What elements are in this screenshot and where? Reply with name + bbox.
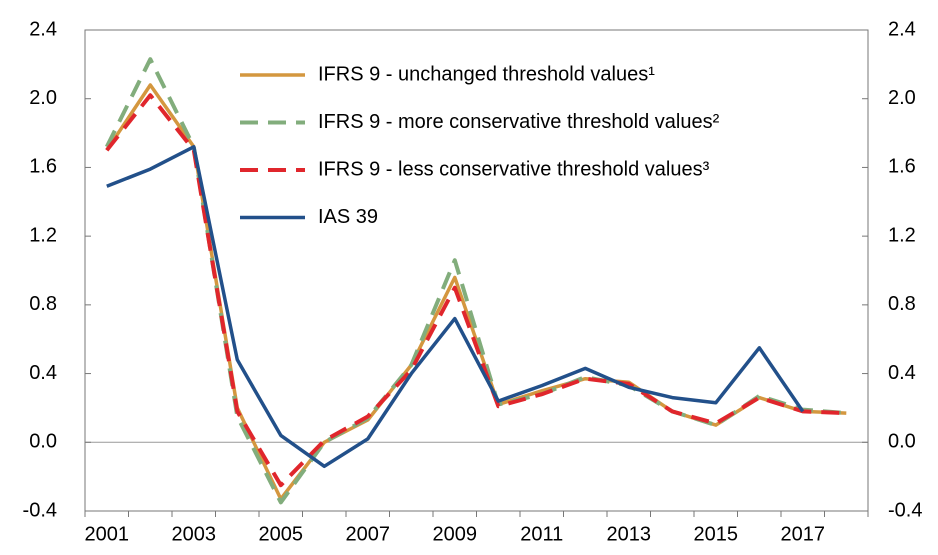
x-tick-label: 2013	[607, 523, 652, 545]
y-tick-label: 0.4	[29, 362, 57, 384]
y2-tick-label: 2.4	[888, 18, 916, 40]
y-tick-label: 0.0	[29, 431, 57, 453]
legend-label: IFRS 9 - less conservative threshold val…	[318, 158, 710, 180]
x-tick-label: 2003	[172, 523, 217, 545]
y2-tick-label: 0.4	[888, 362, 916, 384]
y-tick-label: 0.8	[29, 293, 57, 315]
y-tick-label: 2.0	[29, 87, 57, 109]
legend-label: IAS 39	[318, 206, 378, 228]
y-tick-label: -0.4	[23, 499, 57, 521]
y-tick-label: 2.4	[29, 18, 57, 40]
plot-frame	[84, 29, 869, 512]
x-tick-label: 2015	[694, 523, 739, 545]
x-tick-label: 2001	[85, 523, 130, 545]
series-line	[106, 145, 805, 469]
x-tick-label: 2009	[433, 523, 478, 545]
x-tick-label: 2011	[520, 523, 563, 545]
y2-tick-label: 0.0	[888, 431, 916, 453]
x-tick-label: 2017	[781, 523, 826, 545]
y2-tick-label: 1.6	[888, 156, 916, 178]
y-tick-label: 1.6	[29, 156, 57, 178]
y2-tick-label: -0.4	[888, 499, 922, 521]
y2-tick-label: 1.2	[888, 224, 916, 246]
legend-label: IFRS 9 - more conservative threshold val…	[318, 111, 720, 133]
y2-tick-label: 0.8	[888, 293, 916, 315]
x-tick-label: 2007	[346, 523, 391, 545]
x-tick-label: 2005	[259, 523, 304, 545]
y-tick-label: 1.2	[29, 224, 57, 246]
series-line	[105, 93, 847, 488]
legend-label: IFRS 9 - unchanged threshold values¹	[318, 63, 655, 85]
y2-tick-label: 2.0	[888, 87, 916, 109]
